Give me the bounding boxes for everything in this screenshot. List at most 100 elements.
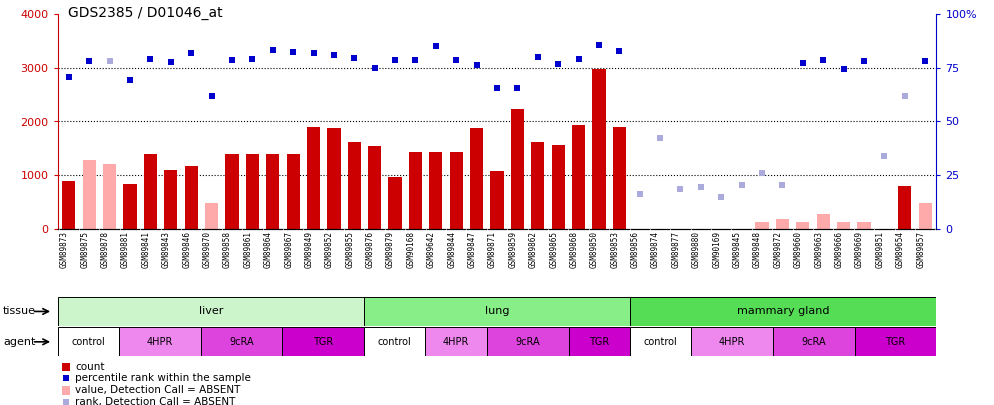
Bar (796, 222, 809, 229)
Text: percentile rank within the sample: percentile rank within the sample (76, 373, 251, 384)
Bar (58, 297, 364, 326)
Bar (389, 177, 402, 229)
Bar (855, 327, 936, 356)
Text: GSM89877: GSM89877 (672, 231, 681, 268)
Text: GSM89873: GSM89873 (60, 231, 69, 268)
Text: GSM89872: GSM89872 (773, 231, 782, 268)
Text: GSM89851: GSM89851 (876, 231, 885, 268)
Text: GSM89642: GSM89642 (426, 231, 435, 268)
Text: 4HPR: 4HPR (147, 337, 173, 347)
Bar (630, 327, 691, 356)
Bar (691, 327, 773, 356)
Text: mammary gland: mammary gland (737, 307, 829, 316)
Text: rank, Detection Call = ABSENT: rank, Detection Call = ABSENT (76, 397, 236, 405)
Bar (552, 145, 565, 229)
Bar (837, 222, 850, 229)
Bar (226, 153, 239, 229)
Text: TGR: TGR (589, 337, 609, 347)
Bar (144, 154, 157, 229)
Bar (368, 146, 382, 229)
Bar (164, 170, 177, 229)
Bar (123, 184, 136, 229)
Text: GSM89849: GSM89849 (304, 231, 313, 268)
Text: GSM89858: GSM89858 (223, 231, 232, 268)
Text: GSM89871: GSM89871 (488, 231, 497, 268)
Bar (569, 327, 630, 356)
Text: GSM89850: GSM89850 (589, 231, 599, 268)
Bar (364, 327, 425, 356)
Text: GSM89861: GSM89861 (244, 231, 252, 268)
Text: GSM89843: GSM89843 (162, 231, 171, 268)
Bar (487, 327, 569, 356)
Text: GSM89870: GSM89870 (203, 231, 212, 268)
Bar (348, 142, 361, 229)
Bar (511, 109, 524, 229)
Text: GSM89660: GSM89660 (794, 231, 803, 268)
Bar (266, 153, 279, 229)
Text: GSM89847: GSM89847 (467, 231, 476, 268)
Text: GSM89844: GSM89844 (447, 231, 456, 268)
Bar (470, 128, 483, 229)
Text: GSM89868: GSM89868 (570, 231, 579, 268)
Text: tissue: tissue (3, 307, 36, 316)
Text: count: count (76, 362, 104, 372)
Bar (205, 202, 219, 229)
Text: GSM89876: GSM89876 (366, 231, 375, 268)
Text: GSM89875: GSM89875 (81, 231, 89, 268)
Bar (755, 222, 768, 229)
Text: GSM89853: GSM89853 (610, 231, 619, 268)
Text: GSM89880: GSM89880 (692, 231, 701, 268)
Bar (63, 181, 76, 229)
Text: 4HPR: 4HPR (443, 337, 469, 347)
Text: GSM89663: GSM89663 (814, 231, 823, 268)
Text: GSM89856: GSM89856 (631, 231, 640, 268)
Text: GSM90169: GSM90169 (713, 231, 722, 268)
Text: 9cRA: 9cRA (801, 337, 826, 347)
Text: liver: liver (199, 307, 223, 316)
Text: 4HPR: 4HPR (719, 337, 746, 347)
Text: lung: lung (485, 307, 509, 316)
Text: GSM89654: GSM89654 (896, 231, 905, 268)
Bar (612, 127, 626, 229)
Bar (858, 222, 871, 229)
Text: GDS2385 / D01046_at: GDS2385 / D01046_at (68, 6, 223, 20)
Text: GSM89874: GSM89874 (651, 231, 660, 268)
Bar (62, 363, 70, 371)
Text: TGR: TGR (886, 337, 906, 347)
Bar (62, 386, 70, 395)
Text: GSM89865: GSM89865 (549, 231, 559, 268)
Text: GSM90168: GSM90168 (407, 231, 415, 268)
Text: control: control (72, 337, 105, 347)
Text: GSM89881: GSM89881 (121, 231, 130, 268)
Bar (58, 327, 119, 356)
Bar (775, 219, 789, 229)
Bar (119, 327, 201, 356)
Text: GSM89852: GSM89852 (325, 231, 334, 268)
Text: GSM89857: GSM89857 (916, 231, 925, 268)
Text: GSM89878: GSM89878 (100, 231, 109, 268)
Bar (201, 327, 282, 356)
Text: 9cRA: 9cRA (230, 337, 253, 347)
Bar (918, 202, 931, 229)
Text: GSM89846: GSM89846 (182, 231, 191, 268)
Bar (773, 327, 855, 356)
Text: TGR: TGR (313, 337, 333, 347)
Text: GSM89867: GSM89867 (284, 231, 293, 268)
Bar (429, 151, 442, 229)
Bar (572, 125, 585, 229)
Text: GSM89855: GSM89855 (345, 231, 354, 268)
Bar (286, 153, 300, 229)
Text: GSM89666: GSM89666 (835, 231, 844, 268)
Bar (103, 164, 116, 229)
Bar (246, 153, 259, 229)
Text: value, Detection Call = ABSENT: value, Detection Call = ABSENT (76, 385, 241, 395)
Bar (449, 151, 463, 229)
Text: control: control (378, 337, 412, 347)
Bar (490, 171, 504, 229)
Text: agent: agent (3, 337, 36, 347)
Bar (531, 143, 545, 229)
Bar (282, 327, 364, 356)
Text: GSM89669: GSM89669 (855, 231, 864, 268)
Text: GSM89864: GSM89864 (263, 231, 272, 268)
Text: 9cRA: 9cRA (515, 337, 540, 347)
